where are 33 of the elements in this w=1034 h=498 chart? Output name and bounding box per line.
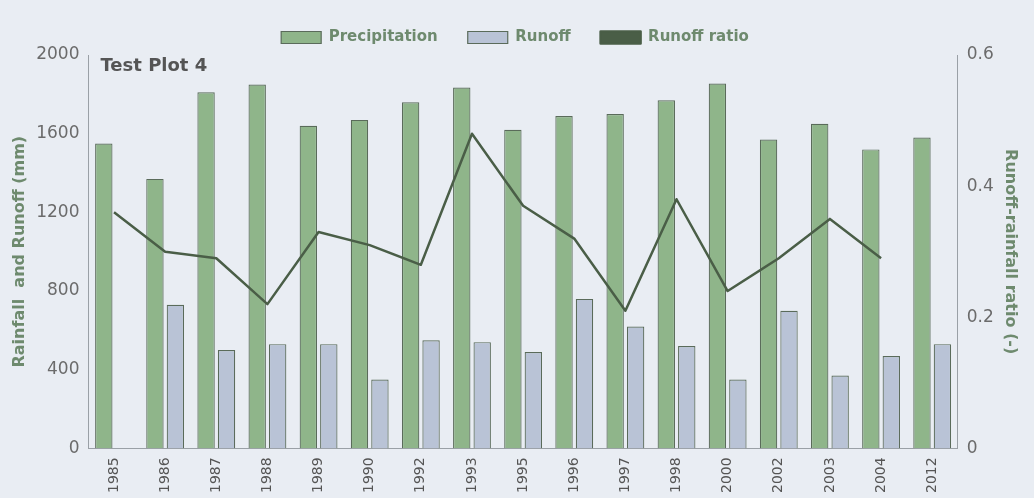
x-tick-label: 2002	[769, 457, 786, 494]
y-tick-label: 0	[68, 436, 80, 457]
x-tick-label: 1987	[206, 457, 223, 494]
x-tick-label: 1992	[411, 457, 428, 494]
y-tick-label: 1600	[36, 122, 80, 143]
x-tick-label: 1998	[667, 457, 684, 494]
y2-tick-label: 0.6	[966, 43, 994, 64]
legend-label: Runoff	[515, 27, 572, 46]
y-tick-label: 1200	[36, 200, 80, 221]
y2-axis-title: Runoff-rainfall ratio (-)	[1002, 149, 1022, 355]
y-axis-title: Rainfall and Runoff (mm)	[8, 135, 28, 368]
x-tick-label: 1993	[462, 457, 479, 494]
y-tick-label: 2000	[36, 43, 80, 64]
x-tick-label: 2000	[718, 457, 735, 494]
chart-title: Test Plot 4	[100, 53, 208, 75]
x-tick-label: 1986	[155, 457, 172, 494]
x-tick-label: 1988	[258, 457, 275, 494]
x-tick-label: 1995	[513, 457, 530, 494]
x-tick-label: 2004	[871, 457, 888, 494]
x-tick-label: 1985	[104, 457, 121, 494]
y2-tick-label: 0	[966, 436, 978, 457]
x-tick-label: 2012	[922, 457, 939, 494]
y-tick-label: 400	[47, 358, 80, 379]
y-tick-label: 800	[47, 279, 80, 300]
x-tick-label: 2003	[820, 457, 837, 494]
x-tick-label: 1989	[309, 457, 326, 494]
x-tick-label: 1996	[564, 457, 581, 494]
x-tick-label: 1990	[360, 457, 377, 494]
legend-label: Precipitation	[328, 27, 438, 46]
legend-label: Runoff ratio	[648, 27, 749, 46]
x-tick-label: 1997	[616, 457, 633, 494]
y2-tick-label: 0.4	[966, 174, 994, 195]
y2-tick-label: 0.2	[966, 305, 994, 326]
